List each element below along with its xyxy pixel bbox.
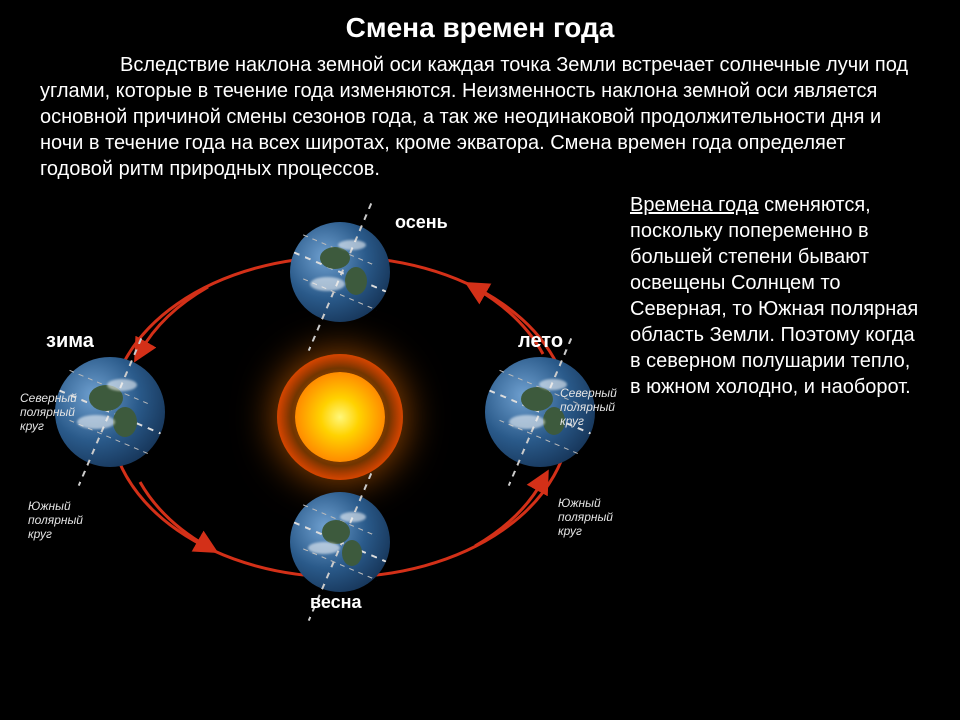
sublabel-left-south: Южныйполярныйкруг <box>28 500 118 541</box>
side-rest: сменяются, поскольку попеременно в больш… <box>630 194 918 398</box>
side-paragraph: Времена года сменяются, поскольку попере… <box>630 192 920 612</box>
label-summer: лето <box>518 330 563 353</box>
sublabel-right-north: Северныйполярныйкруг <box>560 387 650 428</box>
side-underline: Времена года <box>630 194 759 216</box>
sublabel-left-north: Северныйполярныйкруг <box>20 392 110 433</box>
label-winter: зима <box>46 330 94 353</box>
earth-autumn <box>290 222 390 322</box>
label-autumn: осень <box>395 212 448 233</box>
sun <box>295 372 385 462</box>
intro-paragraph: Вследствие наклона земной оси каждая точ… <box>0 52 960 192</box>
content-row: осень весна зима лето Северныйполярныйкр… <box>0 192 960 612</box>
seasons-diagram: осень весна зима лето Северныйполярныйкр… <box>40 192 610 612</box>
page-title: Смена времен года <box>0 0 960 52</box>
earth-spring <box>290 492 390 592</box>
sublabel-right-south: Южныйполярныйкруг <box>558 497 648 538</box>
label-spring: весна <box>310 592 362 613</box>
